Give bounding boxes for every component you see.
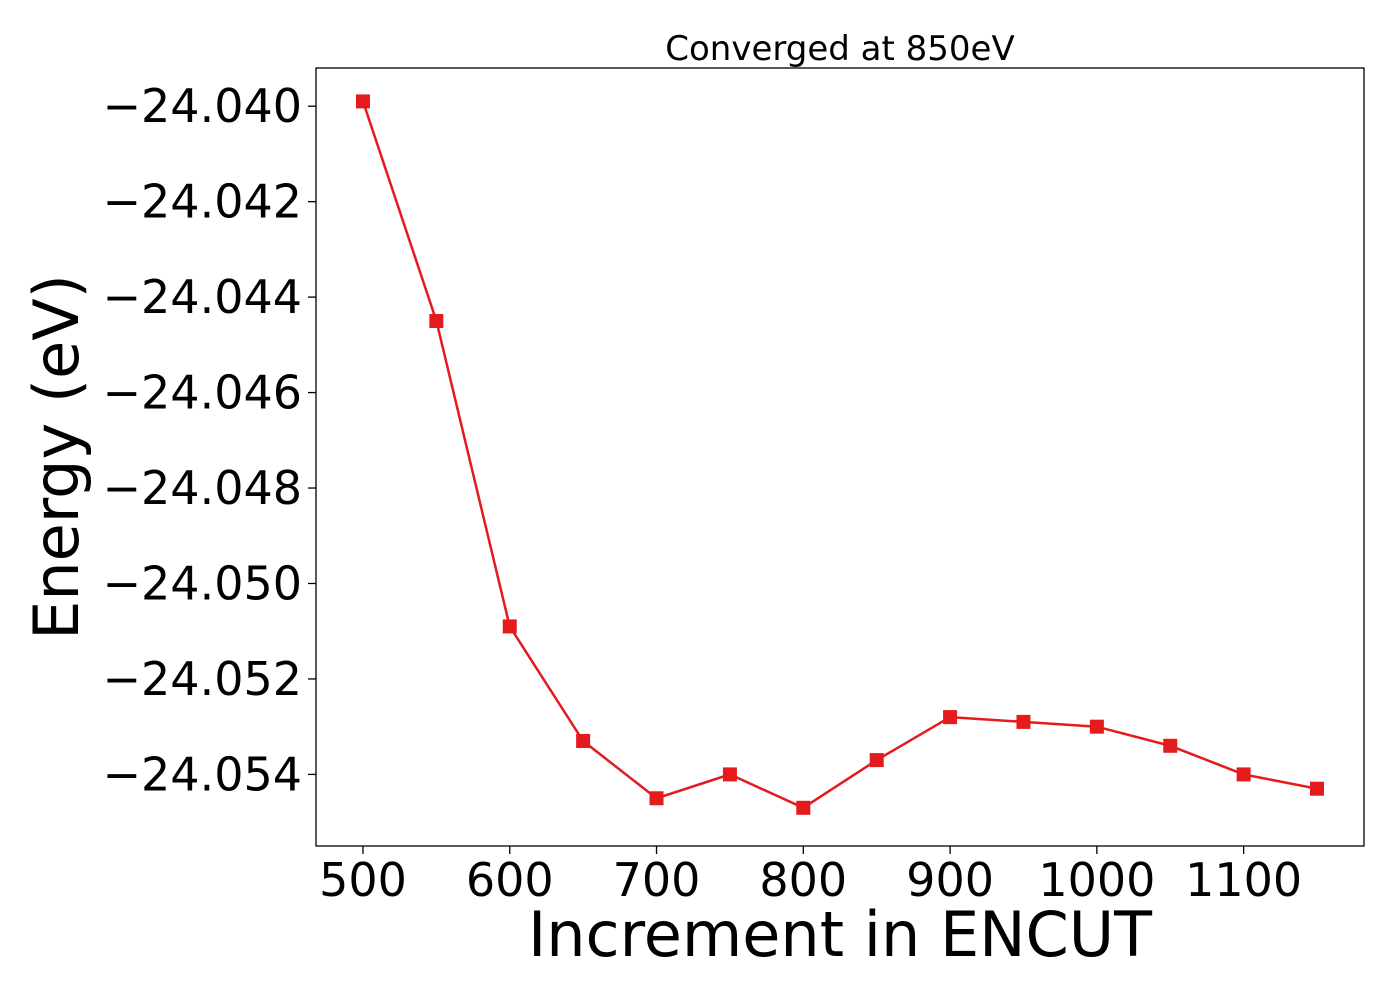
data-point [1163,738,1178,753]
x-tick-label: 600 [466,853,554,907]
chart-title: Converged at 850eV [665,29,1014,69]
y-axis: −24.040 −24.042 −24.044 −24.046 −24.048 −24.0… [103,79,316,801]
x-tick-label: 700 [613,853,701,907]
x-tick-label: 900 [906,853,994,907]
data-point [722,767,737,782]
data-point [502,619,517,634]
data-point [576,733,591,748]
data-point [649,791,664,806]
data-point [355,94,370,109]
y-tick-label: −24.050 [103,556,303,610]
y-tick-label: −24.044 [103,270,303,324]
series-line [361,101,1318,810]
plot-series [355,94,1325,815]
y-tick-label: −24.046 [103,366,303,420]
x-tick-label: 1000 [1038,853,1155,907]
data-point [1236,767,1251,782]
y-tick-label: −24.048 [103,461,303,515]
data-point [796,800,811,815]
x-tick-label: 500 [319,853,407,907]
data-point [869,753,884,768]
y-tick-label: −24.054 [103,747,303,801]
x-axis-label: Increment in ENCUT [528,898,1153,971]
x-tick-label: 800 [759,853,847,907]
data-point [943,710,958,725]
x-axis: 500 600 700 800 900 1000 1100 [319,846,1302,907]
x-tick-label: 1100 [1185,853,1302,907]
y-tick-label: −24.052 [103,652,303,706]
data-point [1310,781,1325,796]
data-point [1089,719,1104,734]
y-axis-label: Energy (eV) [20,274,93,640]
data-point [429,313,444,328]
plot-frame [315,67,1365,847]
y-tick-label: −24.040 [103,79,303,133]
data-point [1016,714,1031,729]
y-tick-label: −24.042 [103,175,303,229]
